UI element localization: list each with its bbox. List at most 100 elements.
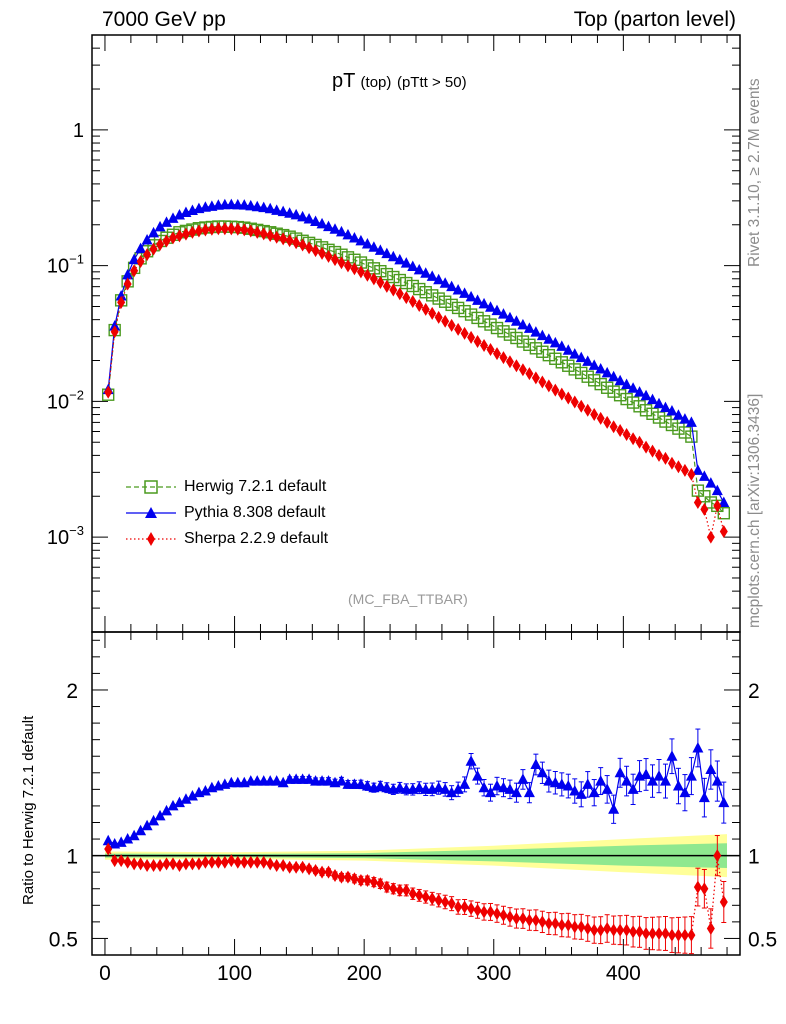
sherpa-point <box>674 460 683 474</box>
ratio-pythia-point <box>530 758 542 770</box>
main-y-ticks <box>92 34 740 633</box>
pythia-point <box>530 326 542 337</box>
sherpa-point <box>700 502 709 516</box>
pythia-point <box>368 241 380 252</box>
herwig-point <box>588 374 601 387</box>
legend-pythia-marker <box>126 507 176 518</box>
sherpa-point <box>311 244 320 258</box>
pythia-point <box>161 216 173 227</box>
ratio-sherpa-point <box>609 923 618 937</box>
pythia-point <box>634 386 646 397</box>
ratio-sherpa-point <box>356 873 365 887</box>
ratio-series-pythia <box>102 728 730 849</box>
pythia-point <box>374 244 386 255</box>
ratio-pythia-point <box>562 780 574 791</box>
herwig-point <box>438 295 452 308</box>
herwig-point <box>426 289 439 302</box>
ratio-sherpa-point <box>674 928 683 942</box>
pythia-point <box>595 363 607 374</box>
main-y-tick-label: 10−2 <box>47 387 84 413</box>
sherpa-point <box>318 246 327 260</box>
sherpa-point <box>661 451 670 465</box>
herwig-point <box>685 430 698 443</box>
ratio-sherpa-point <box>220 855 229 869</box>
x-tick-label: 100 <box>217 962 252 985</box>
pythia-point <box>711 484 723 496</box>
pythia-point <box>705 477 717 488</box>
pythia-point <box>400 257 412 268</box>
sherpa-point <box>635 435 644 449</box>
pythia-point <box>536 329 548 341</box>
ratio-pythia-point <box>186 789 198 801</box>
sherpa-point <box>369 272 378 286</box>
herwig-point <box>549 352 562 365</box>
legend-herwig-label: Herwig 7.2.1 default <box>184 478 327 495</box>
sherpa-point <box>493 347 501 361</box>
pythia-point <box>264 202 276 214</box>
sherpa-point <box>181 227 190 241</box>
sherpa-point <box>279 232 288 246</box>
ratio-pythia-point <box>659 775 671 786</box>
main-series-herwig <box>101 220 730 520</box>
main-series-line-sherpa <box>107 228 725 538</box>
sherpa-point <box>272 230 281 244</box>
analysis-name: (MC_FBA_TTBAR) <box>348 591 468 607</box>
x-tick-label: 0 <box>99 962 111 985</box>
sherpa-point <box>395 287 404 301</box>
sherpa-point <box>687 467 696 481</box>
ratio-sherpa-point <box>110 854 119 868</box>
pythia-point <box>608 370 620 382</box>
herwig-point <box>458 304 471 318</box>
sherpa-point <box>557 387 566 401</box>
ratio-pythia-point <box>161 804 173 816</box>
ratio-sherpa-point <box>363 873 372 887</box>
ratio-pythia-point <box>446 786 458 798</box>
pythia-point <box>258 201 270 213</box>
sherpa-point <box>188 225 197 239</box>
herwig-point <box>536 345 549 358</box>
herwig-point <box>600 381 614 394</box>
ratio-sherpa-point <box>596 923 605 937</box>
sherpa-point <box>337 256 346 270</box>
ratio-sherpa-point <box>480 905 489 919</box>
pythia-point <box>407 260 419 271</box>
ratio-sherpa-point <box>149 859 158 873</box>
ratio-pythia-point <box>608 803 620 814</box>
title-sub-cut: (pTtt > 50) <box>396 74 467 91</box>
ratio-sherpa-point <box>279 859 288 873</box>
mcplots-label: mcplots.cern.ch [arXiv:1306.3436] <box>746 393 763 628</box>
beam-energy-label: 7000 GeV pp <box>102 8 226 31</box>
ratio-sherpa-point <box>518 912 527 926</box>
sherpa-point <box>169 231 177 245</box>
sherpa-point <box>486 343 495 357</box>
pythia-point <box>122 268 134 280</box>
ratio-sherpa-point <box>201 855 210 869</box>
ratio-sherpa-point <box>337 870 346 884</box>
sherpa-point <box>331 253 339 267</box>
pythia-point <box>148 226 160 238</box>
rivet-version-label: Rivet 3.1.10, ≥ 2.7M events <box>746 78 763 267</box>
ratio-sherpa-point <box>551 917 560 931</box>
sherpa-point <box>609 420 618 434</box>
ratio-pythia-point <box>154 809 166 821</box>
ratio-sherpa-point <box>104 842 113 856</box>
sherpa-point <box>570 395 579 409</box>
sherpa-point <box>434 310 443 324</box>
ratio-pythia-point <box>549 776 561 788</box>
herwig-point <box>529 342 543 355</box>
sherpa-point <box>629 432 638 446</box>
herwig-point <box>717 507 730 520</box>
ratio-sherpa-point <box>473 903 482 917</box>
pythia-point <box>582 355 594 366</box>
sherpa-point <box>564 391 573 405</box>
pythia-point <box>472 294 484 305</box>
sherpa-point <box>201 223 210 237</box>
sherpa-point <box>130 264 139 278</box>
sherpa-point <box>467 330 476 344</box>
ratio-sherpa-point <box>175 859 184 873</box>
ratio-pythia-point <box>647 775 659 786</box>
ratio-sherpa-point <box>143 859 152 873</box>
ratio-pythia-point <box>335 775 347 786</box>
sherpa-point <box>480 338 489 352</box>
